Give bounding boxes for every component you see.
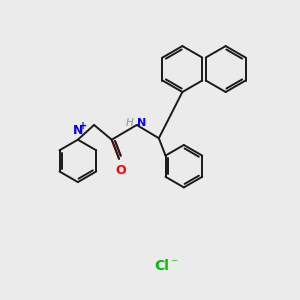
Text: H: H <box>125 118 133 128</box>
Text: ⁻: ⁻ <box>170 257 178 271</box>
Text: O: O <box>115 164 126 177</box>
Text: Cl: Cl <box>154 259 169 273</box>
Text: N: N <box>73 124 83 137</box>
Text: N: N <box>137 118 146 128</box>
Text: +: + <box>79 122 87 131</box>
